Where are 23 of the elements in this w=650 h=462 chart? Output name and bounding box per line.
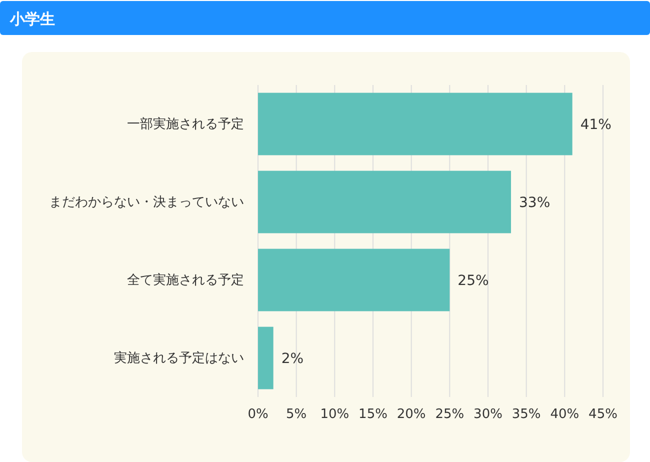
x-tick-label: 30% <box>474 407 502 422</box>
data-label: 2% <box>281 350 304 367</box>
x-tick-label: 25% <box>435 407 464 422</box>
data-label: 33% <box>519 194 550 211</box>
text: 小学生 <box>9 10 55 28</box>
bar <box>258 248 450 312</box>
y-tick-label: 実施される予定はない <box>114 350 244 366</box>
x-tick-label: 15% <box>358 407 388 422</box>
y-tick-label: 一部実施される予定 <box>127 116 244 132</box>
x-tick-label: 20% <box>396 407 426 422</box>
bar <box>258 92 572 156</box>
x-tick-label: 35% <box>512 407 541 422</box>
x-tick-label: 10% <box>320 407 350 422</box>
y-tick-label: 全て実施される予定 <box>127 272 244 288</box>
bar <box>258 326 274 390</box>
x-tick-label: 5% <box>286 407 307 422</box>
y-tick-label: まだわからない・決まっていない <box>49 195 244 210</box>
x-tick-label: 40% <box>550 407 580 422</box>
x-tick-label: 0% <box>248 407 268 422</box>
data-label: 41% <box>580 116 612 133</box>
data-label: 25% <box>458 272 489 289</box>
x-tick-label: 45% <box>588 407 618 422</box>
bar <box>258 170 511 234</box>
